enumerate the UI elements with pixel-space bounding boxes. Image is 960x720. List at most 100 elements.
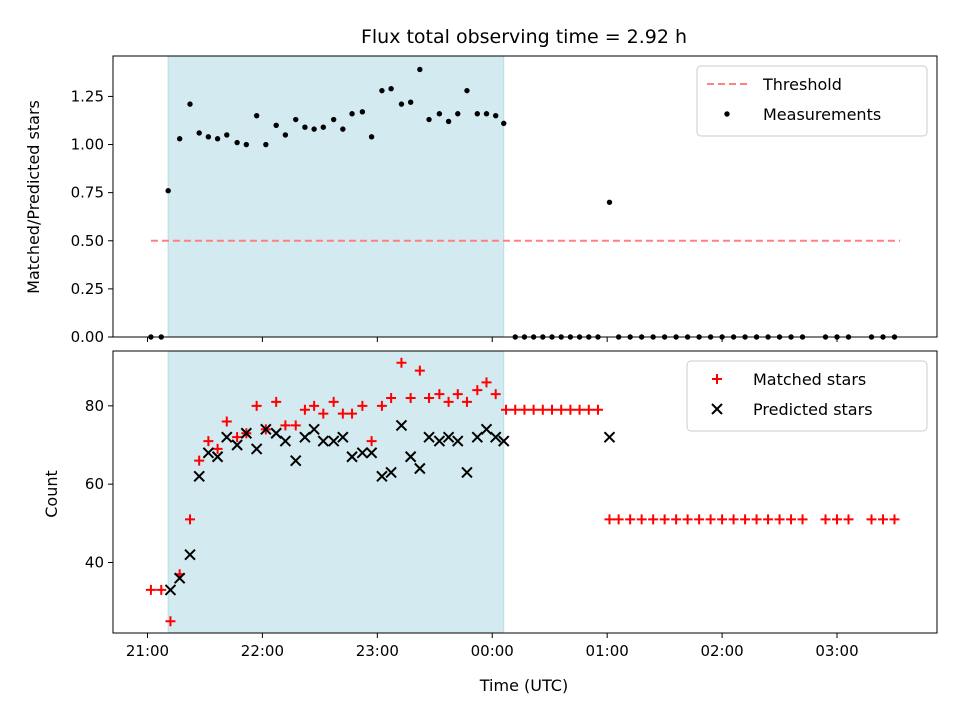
data-point [490,389,501,400]
top-panel-y-axis-label: Matched/Predicted stars [24,100,43,294]
data-point [232,432,243,443]
data-point [442,431,455,443]
data-point [221,431,233,443]
data-point [271,396,282,407]
y-tick-label: 0.75 [71,184,104,202]
data-point [302,124,308,130]
data-point [280,420,291,431]
legend-box [696,65,928,137]
data-point [492,112,499,119]
y-tick-label: 60 [85,475,104,493]
data-point [498,435,510,447]
data-point [786,514,797,525]
data-point [395,419,408,432]
data-point [165,188,171,194]
plot-layer: 0.00 0.25 0.50 0.75 1.00 1.25 Threshold Measure… [71,55,938,660]
data-point [426,116,432,123]
data-point [705,514,716,525]
data-point [253,112,260,119]
data-point [728,514,739,525]
data-point [474,111,481,117]
data-point [464,87,470,94]
data-point [176,136,183,142]
data-point [592,404,603,415]
data-point [337,408,348,419]
data-point [414,365,425,376]
data-point [483,111,490,117]
chart-title: Flux total observing time = 2.92 h [361,26,687,48]
data-point [279,435,292,447]
top-panel-legend: Threshold Measurements [696,65,928,137]
data-point [320,124,327,130]
data-point [417,66,423,73]
data-point [250,443,263,455]
data-point [820,514,831,525]
data-point [740,514,751,525]
data-point [346,451,358,463]
series-matched-stars [145,357,900,627]
data-point [234,139,240,146]
legend-marker [712,374,722,384]
data-point [547,404,558,415]
data-point [202,447,215,459]
legend-label: Measurements [763,105,881,124]
series-predicted-stars [164,419,616,596]
data-point [263,141,269,148]
data-point [682,514,693,525]
data-point [461,466,473,479]
data-point [436,111,443,117]
data-point [251,400,262,411]
data-point [376,400,387,411]
data-point [311,126,317,132]
data-point [145,584,156,595]
data-point [365,447,378,459]
x-tick-label: 21:00 [126,642,169,660]
data-point [501,404,512,415]
legend-label: Threshold [762,75,842,94]
data-point [671,514,682,525]
data-point [184,514,195,525]
x-axis-label: Time (UTC) [479,676,568,695]
data-point [165,616,176,627]
data-point [889,514,900,525]
data-point [423,431,435,443]
data-point [224,132,230,138]
data-point [221,416,232,427]
data-point [184,548,196,561]
data-point [260,423,272,436]
data-point [398,101,405,107]
data-point [574,404,585,415]
data-point [194,455,205,466]
data-point [203,436,214,447]
data-point [832,514,843,525]
data-point [717,514,728,525]
data-point [433,435,446,447]
data-point [282,132,289,138]
data-point [565,404,576,415]
data-point [187,101,193,107]
data-point [797,514,808,525]
y-tick-label: 80 [85,397,104,415]
data-point [196,130,202,136]
top-panel-frame [112,55,938,338]
bottom-panel-y-axis-label: Count [42,470,61,518]
data-point [866,514,877,525]
data-point [340,126,346,132]
data-point [843,514,854,525]
data-point [376,470,388,483]
data-point [625,514,636,525]
data-point [407,99,414,105]
data-point [368,134,375,140]
x-tick-label: 23:00 [356,642,399,660]
data-point [751,514,762,525]
y-tick-label: 1.00 [71,136,104,154]
observing-window-span [167,55,505,338]
data-point [405,393,416,403]
data-point [212,443,223,454]
data-point [328,396,339,407]
data-point [379,87,385,94]
data-point [603,431,616,443]
data-point [308,423,320,436]
data-point [156,584,167,595]
data-point [214,136,221,142]
